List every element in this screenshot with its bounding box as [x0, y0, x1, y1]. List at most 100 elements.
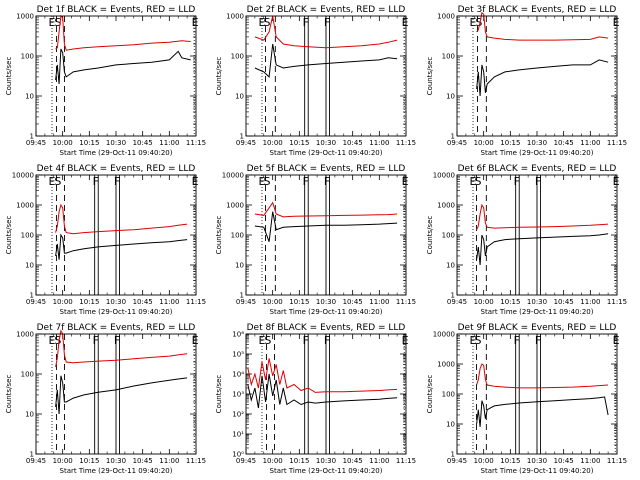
chart-title: Det 5f BLACK = Events, RED = LLD [247, 164, 406, 174]
x-tick-label: 10:30 [527, 457, 547, 465]
flag-letter: E [192, 16, 199, 29]
y-tick-label: 10 [25, 93, 34, 101]
x-tick-label: 10:15 [500, 139, 520, 147]
y-tick-label: 10 [235, 93, 244, 101]
lld-series-line [476, 11, 609, 41]
x-tick-label: 09:45 [447, 298, 467, 306]
x-tick-label: 10:45 [133, 298, 153, 306]
flag-letter: E [470, 334, 477, 347]
x-tick-label: 11:15 [607, 139, 627, 147]
chart-title: Det 6f BLACK = Events, RED = LLD [458, 164, 617, 174]
y-tick-label: 1 [30, 451, 34, 459]
y-tick-label: 1000 [437, 361, 455, 369]
x-tick-label: 11:15 [186, 457, 206, 465]
y-tick-label: 100 [21, 232, 34, 240]
x-tick-label: 11:15 [607, 457, 627, 465]
flag-letter: S [54, 175, 61, 188]
x-tick-label: 11:15 [396, 139, 416, 147]
plot-frame [35, 174, 197, 296]
flag-letter: S [264, 334, 271, 347]
events-series-line [55, 233, 188, 260]
y-tick-label: 10 [446, 421, 455, 429]
x-axis-label: Start Time (29-Oct-11 09:40:20) [481, 308, 594, 316]
flag-letter: E [192, 175, 199, 188]
y-tick-label: 10⁰ [232, 451, 244, 459]
flag-letter: E [259, 334, 266, 347]
y-axis-label: Counts/sec [426, 216, 434, 255]
y-tick-label: 1 [451, 292, 455, 300]
x-tick-label: 10:30 [316, 457, 336, 465]
y-axis-label: Counts/sec [426, 57, 434, 96]
x-tick-label: 09:45 [236, 298, 256, 306]
x-tick-label: 10:15 [79, 139, 99, 147]
x-axis-label: Start Time (29-Oct-11 09:40:20) [60, 308, 173, 316]
lld-series-line [55, 14, 191, 51]
flag-letter: E [259, 16, 266, 29]
y-tick-label: 1000 [437, 13, 455, 21]
x-tick-label: 11:15 [396, 298, 416, 306]
flag-letter: E [470, 175, 477, 188]
flag-letter: E [402, 175, 409, 188]
x-tick-label: 11:00 [580, 457, 600, 465]
x-axis-label: Start Time (29-Oct-11 09:40:20) [60, 149, 173, 157]
flag-letter: E [613, 175, 620, 188]
x-tick-label: 11:15 [186, 139, 206, 147]
y-tick-label: 1 [240, 133, 244, 141]
chart-panel-6: Det 6f BLACK = Events, RED = LLD Counts/s… [426, 164, 627, 316]
y-tick-label: 100 [442, 53, 455, 61]
chart-panel-4: Det 4f BLACK = Events, RED = LLD Counts/s… [5, 164, 206, 316]
y-tick-label: 100 [231, 53, 244, 61]
y-tick-label: 1000 [16, 202, 34, 210]
x-tick-label: 09:45 [26, 298, 46, 306]
flag-letter: F [324, 175, 330, 188]
flag-letter: S [474, 334, 481, 347]
flag-letter: F [303, 175, 309, 188]
flag-letter: F [93, 334, 99, 347]
x-tick-label: 09:45 [236, 139, 256, 147]
x-tick-label: 10:45 [343, 457, 363, 465]
lld-series-line [55, 329, 188, 368]
y-tick-label: 10000 [12, 172, 34, 180]
y-tick-label: 10⁴ [232, 371, 244, 379]
y-tick-label: 10000 [433, 331, 455, 339]
lld-series-line [247, 358, 398, 393]
events-series-line [476, 233, 609, 266]
y-tick-label: 10⁵ [232, 351, 244, 359]
x-axis-label: Start Time (29-Oct-11 09:40:20) [60, 467, 173, 475]
chart-panel-9: Det 9f BLACK = Events, RED = LLD Counts/s… [426, 323, 627, 475]
flag-letter: F [303, 16, 309, 29]
x-tick-label: 09:45 [447, 457, 467, 465]
x-tick-label: 09:45 [236, 457, 256, 465]
flag-letter: S [263, 175, 270, 188]
y-tick-label: 10 [25, 262, 34, 270]
flag-letter: E [613, 334, 620, 347]
y-axis-label: Counts/sec [215, 57, 223, 96]
x-tick-label: 10:30 [316, 139, 336, 147]
y-tick-label: 100 [442, 391, 455, 399]
flag-letter: S [54, 16, 61, 29]
flag-letter: F [114, 175, 120, 188]
flag-letter: F [114, 334, 120, 347]
x-tick-label: 10:45 [133, 139, 153, 147]
plot-frame [245, 333, 407, 455]
chart-title: Det 1f BLACK = Events, RED = LLD [37, 5, 196, 15]
events-series-line [254, 211, 398, 242]
y-axis-label: Counts/sec [215, 375, 223, 414]
x-tick-label: 11:00 [369, 139, 389, 147]
chart-panel-3: Det 3f BLACK = Events, RED = LLD Counts/s… [426, 5, 627, 157]
x-tick-label: 10:45 [554, 298, 574, 306]
y-tick-label: 1 [30, 292, 34, 300]
x-tick-label: 10:30 [316, 298, 336, 306]
y-tick-label: 10⁶ [232, 331, 244, 339]
y-tick-label: 10 [235, 262, 244, 270]
chart-title: Det 8f BLACK = Events, RED = LLD [247, 323, 406, 333]
y-axis-label: Counts/sec [215, 216, 223, 255]
x-tick-label: 11:15 [396, 457, 416, 465]
flag-letter: E [470, 16, 477, 29]
x-tick-label: 10:45 [343, 298, 363, 306]
x-tick-label: 09:45 [26, 457, 46, 465]
x-tick-label: 10:15 [500, 298, 520, 306]
x-tick-label: 10:00 [263, 457, 283, 465]
plot-frame [35, 333, 197, 455]
y-axis-label: Counts/sec [426, 375, 434, 414]
